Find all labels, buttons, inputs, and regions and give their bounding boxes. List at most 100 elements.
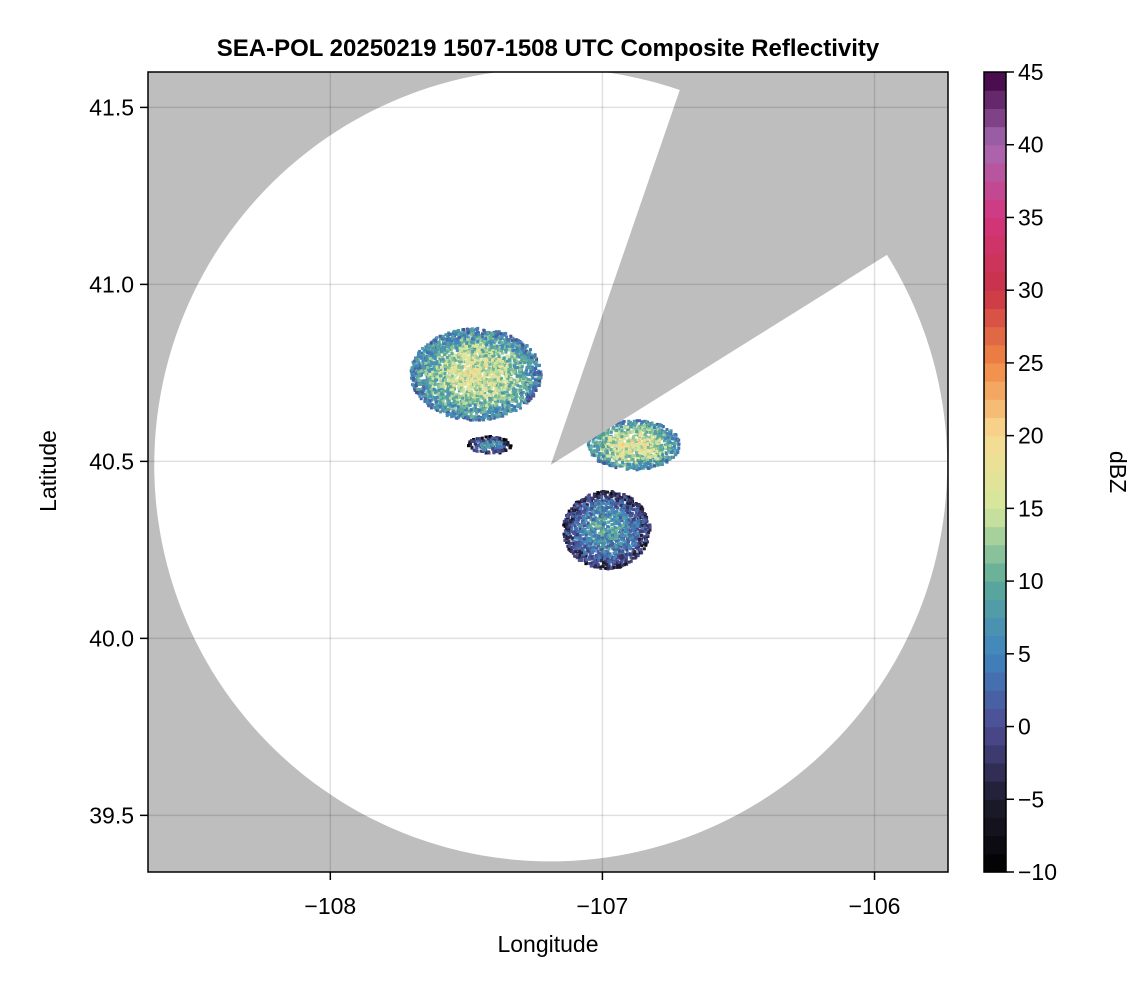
echo-pixel [511,349,515,352]
echo-pixel [445,358,449,362]
echo-pixel [532,354,536,358]
echo-pixel [521,371,525,375]
echo-pixel [485,395,489,399]
echo-pixel [447,379,451,383]
echo-pixel [445,338,449,341]
echo-pixel [629,425,633,429]
echo-pixel [495,344,499,348]
echo-pixel [494,449,498,453]
echo-pixel [415,375,419,378]
echo-pixel [439,368,443,371]
echo-pixel [476,331,480,335]
echo-pixel [426,366,429,369]
echo-pixel [670,437,674,441]
echo-pixel [471,356,475,360]
echo-pixel [439,401,443,405]
echo-pixel [665,432,669,436]
echo-pixel [423,397,427,401]
echo-pixel [476,394,480,397]
echo-pixel [653,431,657,435]
echo-pixel [519,342,523,346]
echo-pixel [596,491,600,494]
echo-pixel [480,410,484,414]
echo-pixel [438,363,442,367]
echo-pixel [534,373,538,377]
echo-pixel [504,341,508,345]
echo-pixel [431,376,435,380]
echo-pixel [446,411,450,414]
echo-pixel [476,398,480,401]
echo-pixel [413,374,416,378]
echo-pixel [428,399,432,403]
echo-pixel [503,391,507,395]
echo-pixel [503,338,507,342]
echo-pixel [451,361,455,365]
echo-pixel [513,340,517,344]
echo-pixel [426,347,430,351]
echo-pixel [516,402,520,406]
echo-pixel [461,399,465,403]
echo-pixel [633,438,637,442]
echo-pixel [485,401,489,405]
echo-pixel [492,408,495,412]
echo-pixel [448,361,452,365]
echo-pixel [516,349,520,353]
echo-pixel [604,437,608,441]
echo-pixel [497,385,501,389]
echo-pixel [434,352,438,356]
echo-pixel [499,332,503,336]
echo-pixel [417,351,421,355]
echo-pixel [509,444,513,448]
echo-pixel [498,392,501,396]
echo-pixel [451,390,455,394]
echo-pixel [455,373,459,377]
echo-pixel [479,343,482,347]
echo-pixel [444,342,448,345]
echo-pixel [652,448,656,452]
echo-pixel [455,397,459,401]
echo-pixel [507,374,510,378]
echo-pixel [464,401,468,405]
echo-pixel [469,396,473,400]
echo-pixel [515,359,518,363]
echo-pixel [452,377,455,381]
echo-pixel [531,368,535,372]
echo-pixel [437,362,441,365]
echo-pixel [462,328,466,331]
echo-pixel [500,346,504,350]
echo-pixel [450,371,454,375]
echo-pixel [471,350,475,354]
echo-pixel [463,336,466,340]
echo-pixel [466,393,470,396]
echo-pixel [413,387,416,391]
echo-pixel [462,382,466,386]
echo-pixel [451,388,455,392]
echo-pixel [467,384,471,388]
echo-pixel [462,407,466,411]
echo-pixel [491,331,495,335]
echo-pixel [470,340,474,344]
echo-pixel [476,349,480,353]
echo-pixel [597,532,601,536]
echo-pixel [440,337,444,341]
echo-pixel [443,338,447,342]
echo-pixel [508,345,512,349]
echo-pixel [673,446,677,450]
echo-pixel [441,334,445,338]
echo-pixel [528,352,532,356]
echo-pixel [439,383,443,387]
echo-pixel [458,396,462,399]
echo-pixel [479,416,483,419]
echo-pixel [422,388,426,392]
echo-pixel [440,350,444,354]
echo-pixel [664,437,668,441]
echo-pixel [489,416,493,420]
echo-pixel [466,355,470,359]
echo-pixel [429,351,433,355]
echo-pixel [446,408,450,411]
echo-pixel [488,396,492,400]
echo-pixel [521,391,525,394]
echo-pixel [518,388,522,392]
echo-pixel [464,344,468,348]
